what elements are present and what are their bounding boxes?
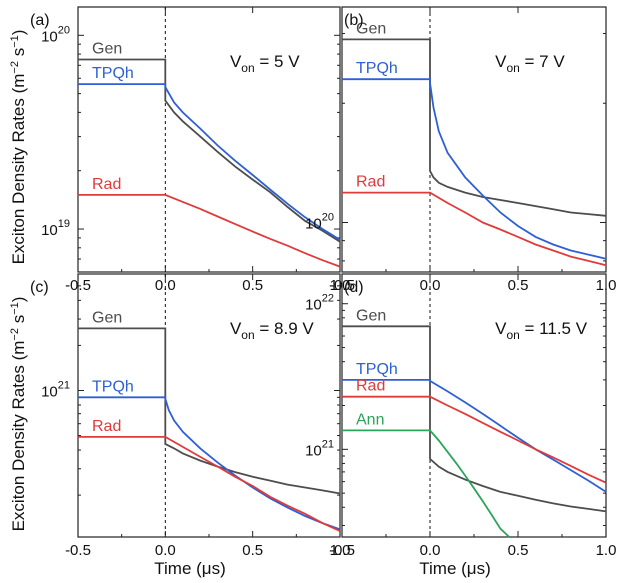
series-label-tpqh: TPQh — [356, 361, 398, 378]
y-axis-label-bottom: Exciton Density Rates (m−2 s−1) — [9, 297, 28, 532]
series-line-gen — [78, 327, 341, 495]
series-label-tpqh: TPQh — [92, 65, 134, 82]
x-axis-label-right: Time (μs) — [419, 559, 491, 578]
series-line-rad — [78, 435, 341, 532]
y-tick-label: 1021 — [41, 379, 70, 400]
x-tick-label: 0.5 — [508, 277, 529, 294]
series-line-ann — [342, 429, 510, 538]
series-label-ann: Ann — [356, 411, 384, 428]
plot-frame — [341, 6, 607, 273]
series-label-tpqh: TPQh — [92, 378, 134, 395]
series-label-gen: Gen — [92, 41, 122, 58]
series-line-tpqh — [342, 78, 607, 260]
voltage-annotation: Von = 11.5 V — [495, 319, 588, 342]
series-line-tpqh — [78, 396, 341, 531]
series-line-gen — [342, 38, 607, 217]
panel-label: (d) — [344, 279, 364, 296]
x-tick-label: -0.5 — [65, 542, 91, 559]
x-tick-label: 0.5 — [508, 542, 529, 559]
series-line-tpqh — [78, 83, 341, 241]
x-axis-label-left: Time (μs) — [154, 559, 226, 578]
y-tick-label: 1019 — [41, 218, 70, 239]
series-label-rad: Rad — [92, 176, 121, 193]
panel-label: (b) — [344, 12, 364, 29]
voltage-annotation: Von = 8.9 V — [230, 319, 314, 342]
y-tick-label: 1020 — [41, 24, 70, 45]
series-line-gen — [78, 58, 341, 243]
panel-2: -0.5 0.0 0.5 1.0 1021 Gen TPQh Rad (c) Von = 8.9 … — [30, 273, 351, 559]
x-tick-label: 0.0 — [420, 542, 441, 559]
series-line-rad — [78, 193, 341, 268]
y-tick-label: 1020 — [305, 212, 334, 233]
y-axis-label-top: Exciton Density Rates (m−2 s−1) — [9, 30, 28, 265]
series-line-rad — [342, 395, 607, 484]
series-label-gen: Gen — [356, 307, 386, 324]
x-tick-label: 0.0 — [155, 542, 176, 559]
series-line-gen — [342, 325, 607, 513]
series-label-gen: Gen — [92, 309, 122, 326]
series-label-rad: Rad — [356, 174, 385, 191]
series-line-tpqh — [342, 378, 607, 493]
x-tick-label: 1.0 — [596, 542, 617, 559]
series-label-rad: Rad — [356, 378, 385, 395]
panel-label: (a) — [30, 12, 50, 29]
y-tick-label: 1021 — [305, 438, 334, 459]
x-tick-label: -0.5 — [329, 542, 355, 559]
panel-label: (c) — [30, 279, 49, 296]
series-label-gen: Gen — [356, 20, 386, 37]
x-tick-label: 0.0 — [155, 277, 176, 294]
x-tick-label: 0.5 — [242, 277, 263, 294]
x-tick-label: 0.0 — [420, 277, 441, 294]
x-tick-label: 1.0 — [330, 542, 351, 559]
voltage-annotation: Von = 5 V — [230, 52, 300, 75]
series-label-tpqh: TPQh — [356, 60, 398, 77]
x-tick-label: 0.5 — [242, 542, 263, 559]
y-tick-label: 1022 — [305, 293, 334, 314]
voltage-annotation: Von = 7 V — [495, 52, 565, 75]
series-label-rad: Rad — [92, 418, 121, 435]
series-line-rad — [342, 191, 607, 267]
